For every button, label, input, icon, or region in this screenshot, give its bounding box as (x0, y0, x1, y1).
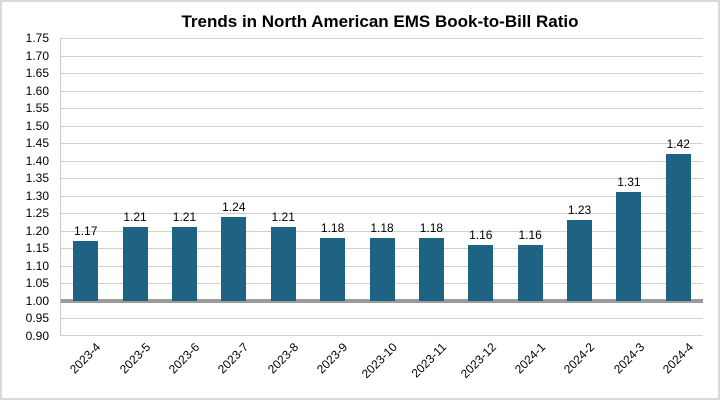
bar (665, 153, 691, 301)
y-tick-label: 1.50 (25, 118, 49, 133)
y-tick-label: 1.35 (25, 171, 49, 186)
gridline (61, 126, 703, 127)
bar (171, 227, 197, 301)
gridline (61, 213, 703, 214)
gridline (61, 56, 703, 57)
x-tick-label: 2023-12 (457, 340, 499, 382)
bar (468, 244, 494, 301)
x-tick-label: 2024-4 (659, 340, 697, 377)
x-tick-label: 2023-11 (408, 340, 450, 381)
bar (221, 216, 247, 301)
gridline (61, 73, 703, 74)
gridline (61, 161, 703, 162)
x-tick-label: 2024-2 (561, 340, 598, 377)
y-tick-label: 0.90 (25, 329, 49, 343)
x-tick-label: 2023-5 (116, 340, 153, 377)
y-tick-label: 1.65 (25, 66, 49, 81)
bar-value-label: 1.31 (617, 175, 641, 190)
y-tick-label: 1.10 (25, 258, 49, 273)
chart-title: Trends in North American EMS Book-to-Bil… (181, 12, 579, 31)
x-tick-label: 2024-1 (511, 340, 549, 377)
x-tick-label: 2023-6 (166, 340, 203, 377)
gridline (61, 108, 703, 109)
y-tick-label: 0.95 (25, 311, 49, 326)
x-tick-label: 2023-8 (264, 340, 302, 377)
y-tick-label: 1.20 (25, 223, 49, 238)
y-tick-label: 1.70 (25, 48, 49, 63)
bar-value-label: 1.21 (123, 210, 147, 225)
y-tick-label: 1.05 (25, 276, 49, 291)
x-tick-label: 2024-3 (610, 340, 647, 377)
gridline (61, 91, 703, 92)
bar (616, 192, 642, 301)
gridline (61, 38, 703, 39)
x-axis: 2023-4 2023-5 2023-6 2023-7 2023-8 2023-9 2023… (60, 340, 702, 398)
bar (73, 241, 99, 301)
y-tick-label: 1.30 (25, 188, 49, 203)
bar-value-label: 1.18 (419, 220, 444, 235)
bar (369, 237, 395, 301)
gridline (61, 231, 703, 232)
y-tick-label: 1.45 (25, 136, 49, 151)
x-tick-label: 2023-10 (358, 340, 400, 382)
bar-value-label: 1.18 (370, 220, 394, 235)
gridline (61, 143, 703, 144)
bar-value-label: 1.16 (469, 227, 493, 242)
x-tick-label: 2023-7 (215, 340, 252, 377)
bar (567, 220, 593, 301)
axis-baseline (61, 298, 703, 303)
bar (517, 244, 543, 301)
y-tick-label: 1.55 (25, 101, 49, 116)
bar (320, 237, 346, 301)
bar (122, 227, 148, 301)
y-axis: 1.75 1.70 1.65 1.60 1.55 1.50 1.45 1.40 1.35 1.30… (2, 31, 49, 343)
bar (418, 237, 444, 301)
y-tick-label: 1.75 (25, 31, 49, 45)
bar-value-label: 1.24 (222, 199, 246, 214)
x-tick-label: 2023-4 (67, 340, 104, 377)
gridline (61, 178, 703, 179)
bar-value-label: 1.18 (320, 220, 345, 235)
y-tick-label: 1.15 (25, 241, 49, 256)
y-tick-label: 1.60 (25, 83, 49, 98)
gridline (61, 318, 703, 319)
bar-value-label: 1.16 (518, 227, 542, 242)
y-tick-label: 1.40 (25, 153, 49, 168)
gridline (61, 196, 703, 197)
bar-value-label: 1.17 (74, 224, 98, 239)
y-tick-label: 1.25 (25, 206, 49, 221)
bar-value-label: 1.21 (271, 210, 295, 225)
bar-value-label: 1.42 (666, 136, 690, 151)
bar-value-label: 1.21 (172, 210, 197, 225)
y-tick-label: 1.00 (25, 293, 49, 308)
gridline (61, 335, 703, 336)
bar (270, 227, 296, 301)
plot-area: 1.17 1.21 1.21 1.24 1.21 1.18 1.18 1.18 1.16 1.16… (60, 38, 703, 336)
bar-value-label: 1.23 (567, 203, 592, 218)
x-tick-label: 2023-9 (314, 340, 351, 377)
